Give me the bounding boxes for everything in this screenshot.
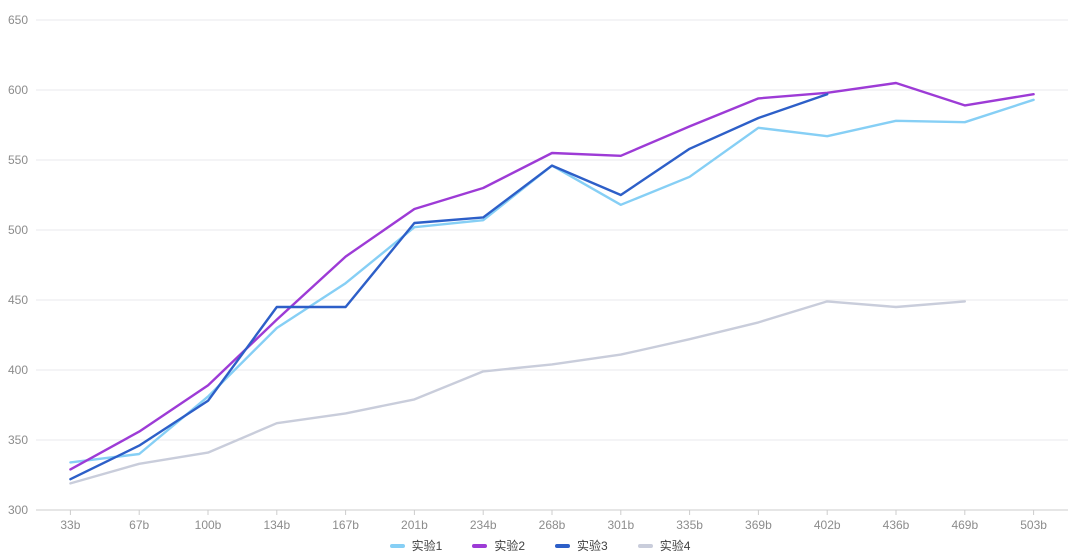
y-axis-labels: 300 350 400 450 500 550 600 650 [8,13,28,517]
legend-label: 实验2 [494,539,525,553]
y-axis-label: 500 [8,223,28,237]
y-axis-label: 350 [8,433,28,447]
series-line-4 [69,300,966,485]
legend-item-2[interactable]: 实验2 [472,538,525,554]
y-axis-label: 650 [8,13,28,27]
legend-label: 实验4 [659,539,691,553]
y-axis-label: 400 [8,363,28,377]
x-axis-labels: 33b 67b 100b 134b 167b 201b 234b 268b 301b 335b 36… [60,510,1047,532]
y-axis-label: 550 [8,153,28,167]
legend-label: 实验3 [577,539,608,553]
x-axis-label: 201b [401,518,428,532]
x-axis-label: 134b [263,518,290,532]
x-axis-label: 469b [951,518,978,532]
legend-item-3[interactable]: 实验3 [555,538,608,554]
x-axis-label: 100b [195,518,222,532]
x-axis-label: 436b [883,518,910,532]
x-axis-label: 234b [470,518,497,532]
x-axis-label: 67b [129,518,149,532]
x-axis-label: 335b [676,518,703,532]
y-axis-label: 300 [8,503,28,517]
x-axis-label: 33b [60,518,80,532]
legend-dash-icon [555,544,570,548]
x-axis-label: 268b [539,518,566,532]
y-axis-label: 450 [8,293,28,307]
legend: 实验1 实验2 实验3 实验4 [0,538,1080,554]
x-axis-label: 301b [607,518,634,532]
y-axis-label: 600 [8,83,28,97]
x-axis-label: 402b [814,518,841,532]
series-line-2 [69,81,1035,471]
legend-label: 实验1 [411,539,443,553]
legend-dash-icon [472,544,488,548]
legend-dash-icon [389,544,405,548]
series-line-3 [69,92,829,481]
legend-dash-icon [637,544,653,548]
legend-item-1[interactable]: 实验1 [389,538,443,554]
x-axis-label: 167b [332,518,359,532]
gridlines [36,19,1068,441]
legend-item-4[interactable]: 实验4 [637,538,691,554]
x-axis-label: 369b [745,518,772,532]
x-axis-label: 503b [1020,518,1047,532]
